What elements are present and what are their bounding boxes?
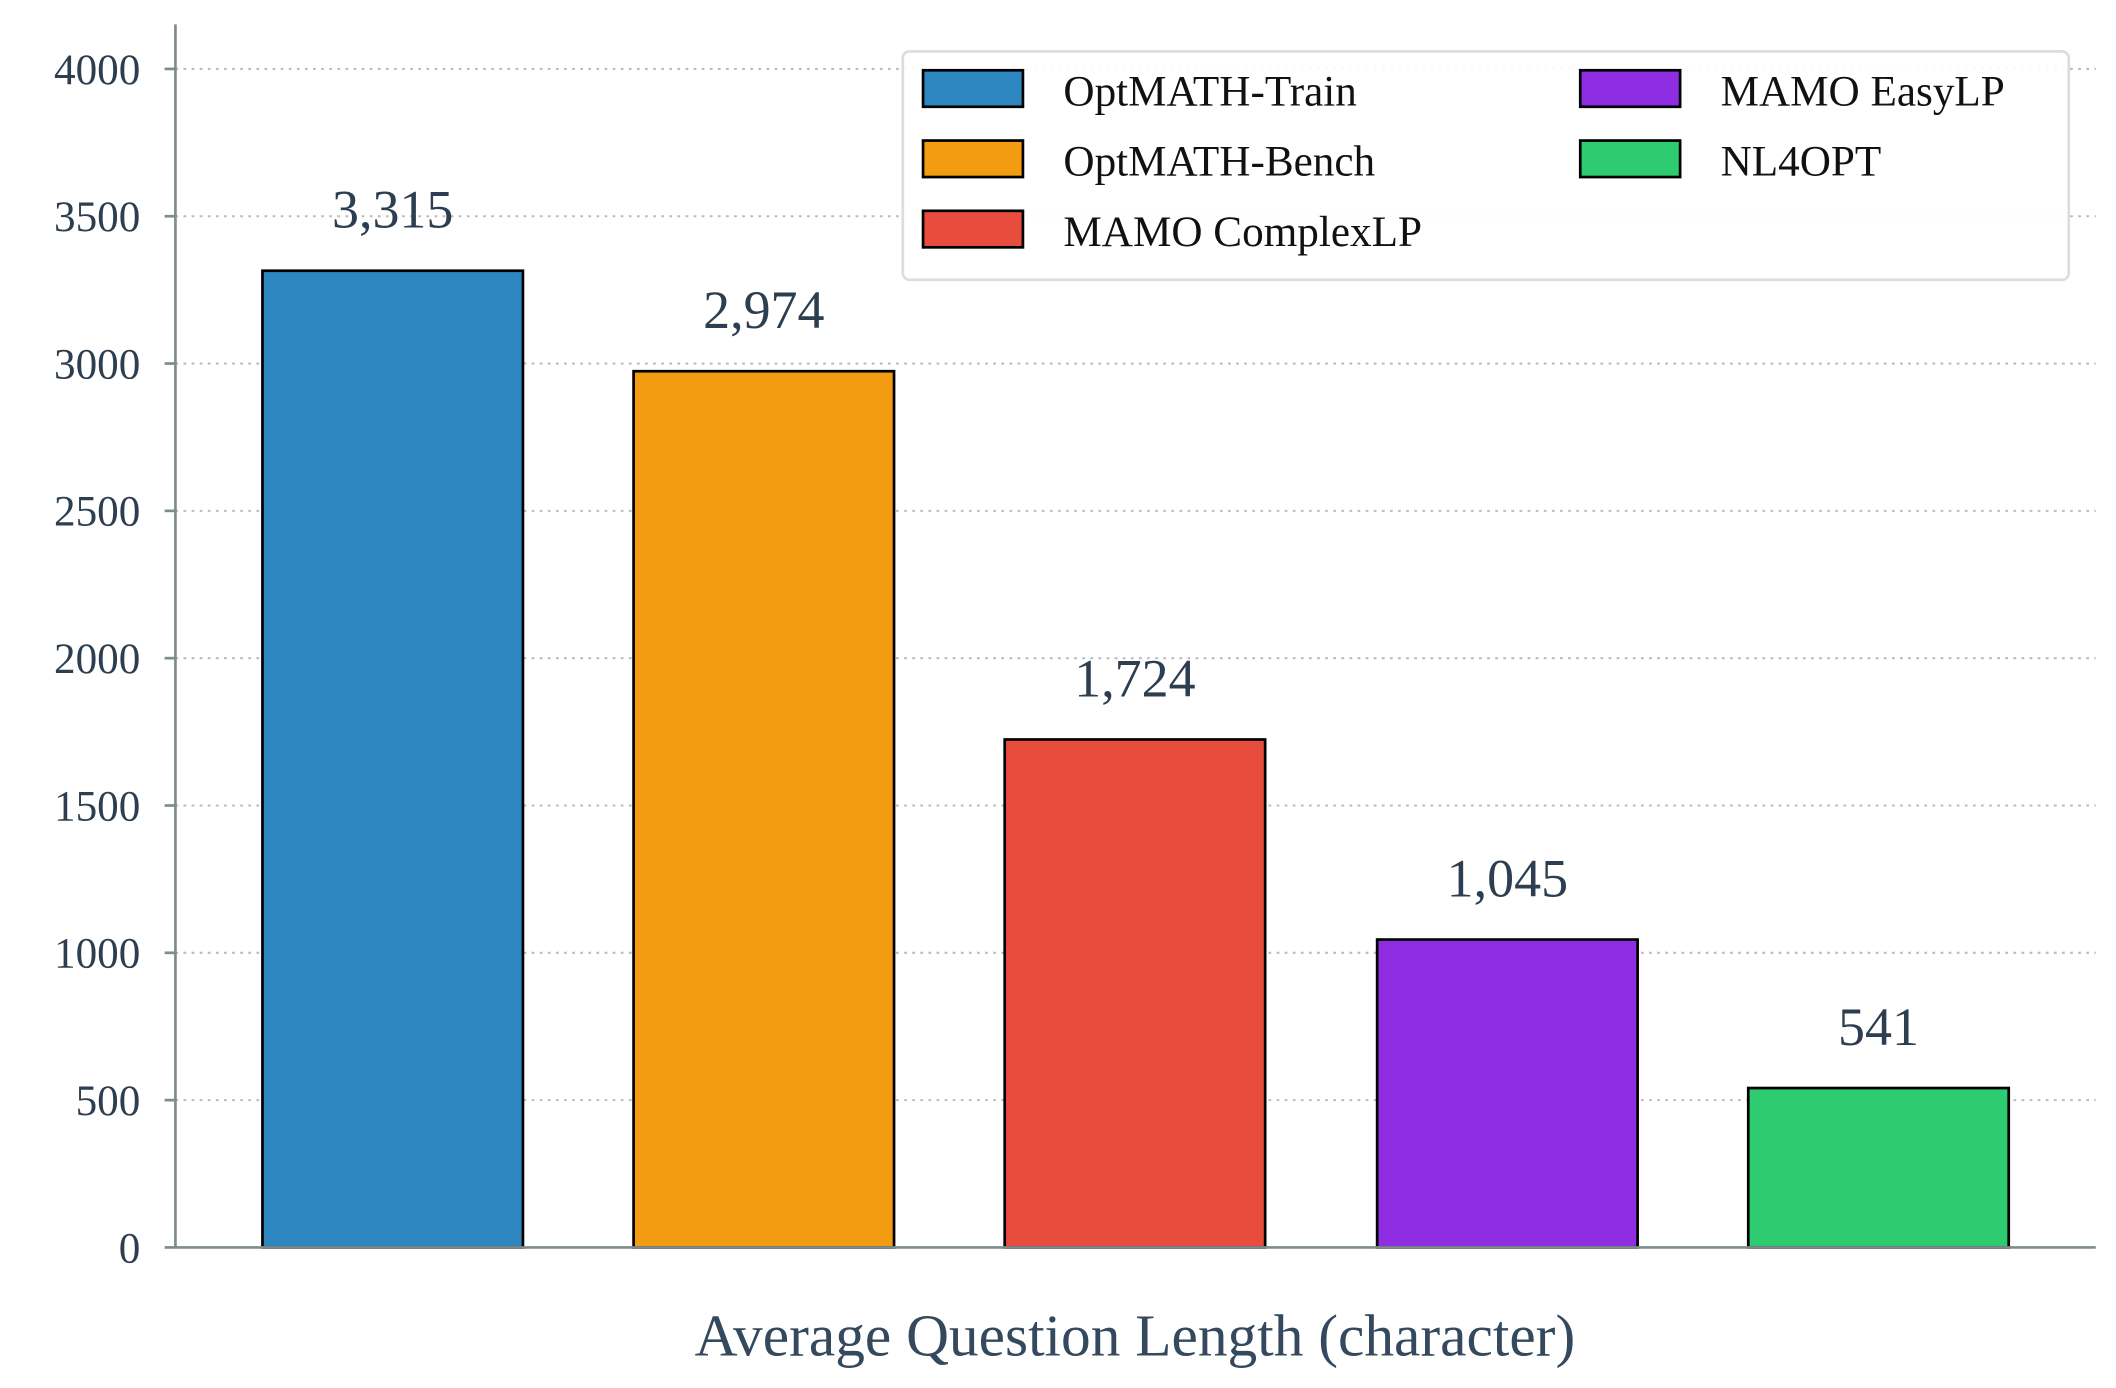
data-label: 1,724 (1074, 648, 1195, 708)
data-label: 1,045 (1447, 848, 1568, 908)
bar-mamo-complexlp (1003, 738, 1267, 1249)
legend-label: MAMO EasyLP (1721, 67, 2005, 115)
y-tick-label: 500 (76, 1077, 141, 1125)
y-tick-label: 3000 (54, 340, 140, 388)
y-tick-label: 1000 (54, 930, 140, 978)
y-tick-label: 0 (119, 1224, 141, 1272)
legend-swatch (921, 209, 1025, 249)
bar-optmath-train (261, 269, 525, 1249)
bar-nl4opt (1746, 1086, 2011, 1249)
x-axis-label: Average Question Length (character) (695, 1303, 1576, 1369)
legend-swatch (1578, 139, 1682, 179)
bar-mamo-easylp (1375, 938, 1639, 1249)
legend-swatch (1578, 68, 1682, 109)
y-tick-label: 1500 (54, 782, 140, 830)
data-label: 2,974 (703, 280, 824, 340)
y-ticks: 0 500 1000 1500 2000 2500 3000 3500 4000 (54, 46, 176, 1272)
legend-label: NL4OPT (1721, 138, 1882, 186)
legend-frame (901, 50, 2071, 282)
y-tick-label: 4000 (54, 46, 140, 94)
legend-label: OptMATH-Bench (1063, 138, 1375, 186)
y-tick-label: 2500 (54, 488, 140, 536)
legend-swatch (921, 68, 1025, 109)
y-tick-label: 2000 (54, 635, 140, 683)
legend-label: MAMO ComplexLP (1063, 208, 1422, 256)
data-label: 541 (1838, 997, 1919, 1057)
legend-swatch (921, 139, 1025, 179)
legend-label: OptMATH-Train (1063, 67, 1356, 115)
data-label: 3,315 (332, 179, 453, 239)
axes (174, 24, 2096, 1249)
bars: 3,315 2,974 1,724 1,045 541 (261, 179, 2011, 1249)
bar-optmath-bench (632, 369, 896, 1249)
y-tick-label: 3500 (54, 193, 140, 241)
legend: OptMATH-Train OptMATH-Bench MAMO ComplexLP… (901, 50, 2071, 282)
